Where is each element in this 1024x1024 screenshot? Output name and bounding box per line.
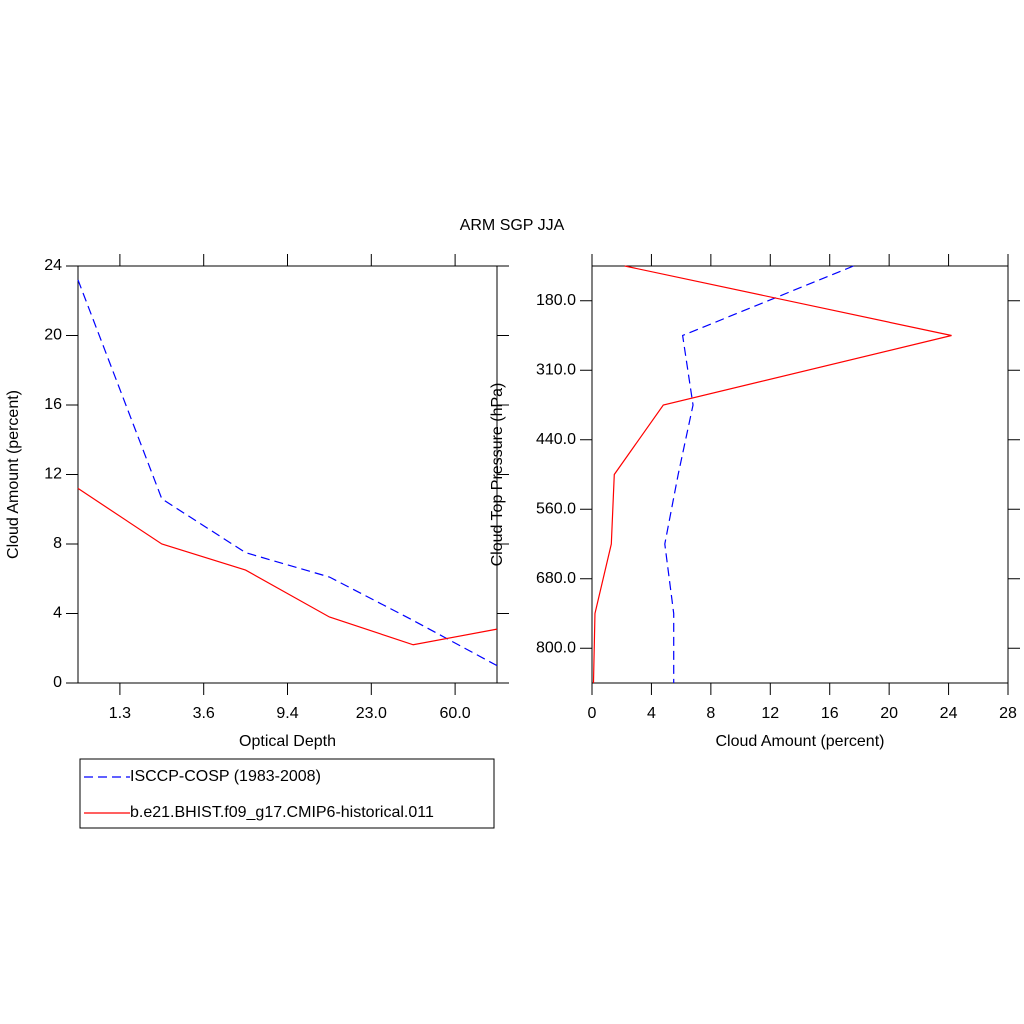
x-tick-label: 1.3 [109, 705, 131, 722]
y-tick-label: 4 [53, 605, 62, 622]
series-line [77, 487, 498, 646]
x-tick-label: 12 [761, 705, 779, 722]
series-line [77, 279, 498, 667]
legend-label: b.e21.BHIST.f09_g17.CMIP6-historical.011 [130, 804, 434, 821]
x-axis-label: Optical Depth [239, 733, 336, 750]
x-tick-label: 0 [588, 705, 597, 722]
legend-box [79, 758, 495, 829]
x-tick-label: 60.0 [440, 705, 471, 722]
x-axis-label: Cloud Amount (percent) [716, 733, 885, 750]
y-tick-label: 8 [53, 535, 62, 552]
y-tick-label: 24 [44, 257, 62, 274]
y-tick-label: 560.0 [536, 500, 576, 517]
x-tick-label: 24 [940, 705, 958, 722]
x-tick-label: 20 [880, 705, 898, 722]
plot-frame [591, 265, 1009, 684]
y-axis-label: Cloud Amount (percent) [5, 390, 22, 559]
x-tick-label: 8 [706, 705, 715, 722]
chart-title: ARM SGP JJA [460, 217, 565, 234]
y-axis-label: Cloud Top Pressure (hPa) [489, 383, 506, 567]
y-tick-label: 0 [53, 674, 62, 691]
y-tick-label: 440.0 [536, 431, 576, 448]
plot-frame [77, 265, 498, 684]
x-tick-label: 3.6 [193, 705, 215, 722]
y-tick-label: 800.0 [536, 639, 576, 656]
y-tick-label: 16 [44, 396, 62, 413]
x-tick-label: 23.0 [356, 705, 387, 722]
x-tick-label: 16 [821, 705, 839, 722]
y-tick-label: 180.0 [536, 292, 576, 309]
series-line [592, 265, 952, 684]
x-tick-label: 9.4 [276, 705, 298, 722]
y-tick-label: 680.0 [536, 570, 576, 587]
x-tick-label: 4 [647, 705, 656, 722]
y-tick-label: 12 [44, 466, 62, 483]
y-tick-label: 310.0 [536, 361, 576, 378]
series-line [664, 265, 854, 683]
y-tick-label: 20 [44, 327, 62, 344]
x-tick-label: 28 [999, 705, 1017, 722]
legend-label: ISCCP-COSP (1983-2008) [130, 768, 321, 785]
